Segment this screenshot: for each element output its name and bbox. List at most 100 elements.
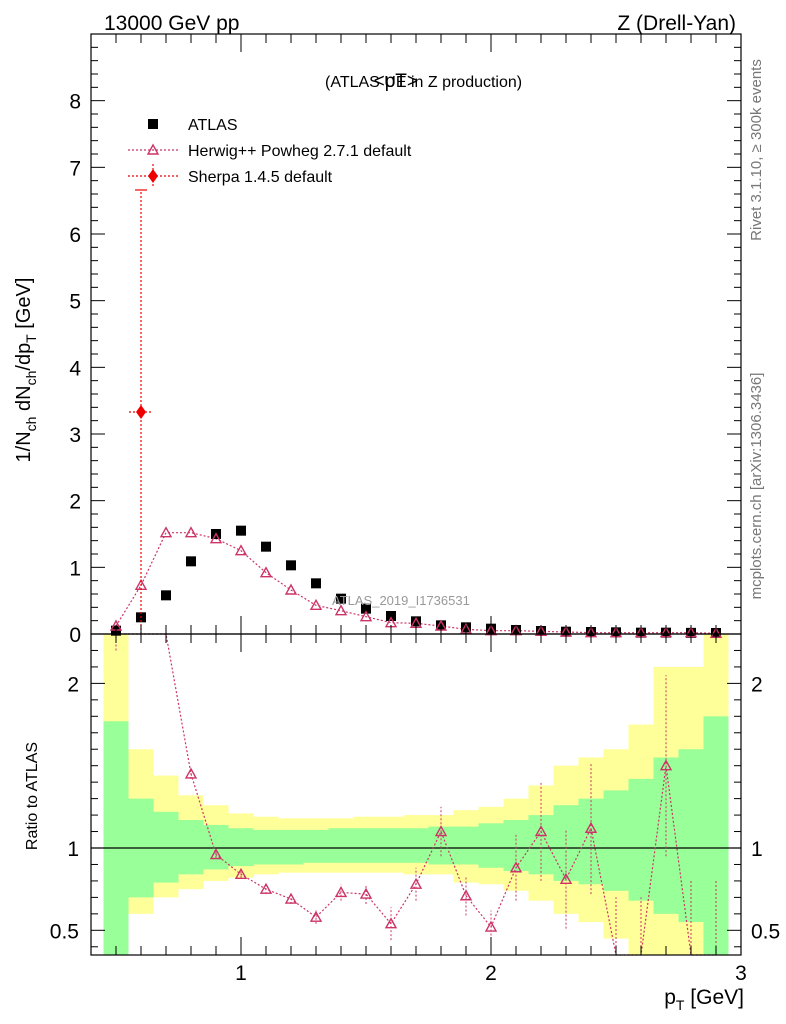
- herwig-point: [159, 526, 173, 538]
- ratio-y-tick-label-right: 2: [751, 673, 763, 696]
- herwig-ratio-point: [434, 825, 448, 837]
- atlas-point: [311, 578, 321, 589]
- x-axis-label: pT​ [GeV]: [664, 986, 744, 1013]
- herwig-ratio-point: [659, 759, 673, 771]
- herwig-ratio-point: [584, 821, 598, 833]
- plot-title: <pT>: [374, 71, 418, 92]
- y-tick-label: 0: [69, 624, 81, 647]
- main-marks: [109, 189, 723, 639]
- herwig-ratio-point: [209, 848, 223, 860]
- legend-herwig-marker: [146, 143, 160, 155]
- herwig-point: [259, 566, 273, 578]
- ratio-y-tick-label-left: 1: [67, 838, 79, 861]
- sherpa-point: [136, 405, 146, 419]
- axis-labels: 1/Nch​ dNch​/dpT​ [GeV] Ratio to ATLAS p…: [13, 278, 744, 1013]
- y-tick-label: 7: [69, 157, 81, 180]
- y-tick-label: 6: [69, 224, 81, 247]
- atlas-point: [186, 556, 196, 567]
- herwig-ratio-point: [259, 882, 273, 894]
- atlas-point: [386, 611, 396, 621]
- atlas-point: [161, 590, 171, 601]
- herwig-point: [209, 532, 223, 544]
- atlas-point: [361, 603, 371, 614]
- band-inner: [378, 828, 404, 863]
- band-inner: [153, 811, 179, 883]
- band-inner: [453, 826, 479, 865]
- header-left: 13000 GeV pp: [104, 12, 239, 35]
- side-labels: Rivet 3.1.10, ≥ 300k events mcplots.cern…: [748, 59, 765, 599]
- band-inner: [628, 778, 654, 901]
- herwig-ratio-point: [509, 861, 523, 873]
- band-inner: [678, 749, 704, 923]
- herwig-ratio-point: [234, 867, 248, 880]
- band-inner: [428, 826, 454, 865]
- legend-atlas-marker: [148, 119, 158, 129]
- y-tick-label: 1: [69, 557, 81, 580]
- plot-titles: <pT> (ATLAS UE in Z production) ATLAS_20…: [325, 71, 522, 608]
- band-inner: [328, 828, 354, 863]
- band-inner: [703, 716, 729, 955]
- y-tick-label: 4: [69, 357, 81, 380]
- band-inner: [478, 823, 504, 868]
- mcplots-label: mcplots.cern.ch [arXiv:1306.3436]: [748, 373, 765, 600]
- herwig-ratio-point: [534, 825, 548, 837]
- herwig-ratio-point: [359, 887, 373, 899]
- y-axis-label-ratio: Ratio to ATLAS: [24, 742, 41, 850]
- ratio-bands: [91, 634, 741, 955]
- herwig-ratio-point: [484, 920, 498, 932]
- y-tick-label: 8: [69, 91, 81, 114]
- header-right: Z (Drell-Yan): [617, 12, 736, 35]
- herwig-point: [309, 598, 323, 611]
- plot-subtitle: (ATLAS UE in Z production): [325, 74, 522, 91]
- band-inner: [103, 721, 129, 955]
- atlas-point: [286, 560, 296, 571]
- herwig-ratio-point: [184, 767, 198, 779]
- herwig-ratio-point: [409, 877, 423, 889]
- legend-label: Sherpa 1.4.5 default: [188, 169, 333, 186]
- rivet-label: Rivet 3.1.10, ≥ 300k events: [748, 59, 765, 241]
- atlas-point: [236, 525, 246, 536]
- header: 13000 GeV pp Z (Drell-Yan): [104, 12, 736, 35]
- herwig-ratio-point: [559, 872, 573, 884]
- legend-label: Herwig++ Powheg 2.7.1 default: [188, 143, 412, 160]
- x-tick-label: 1: [235, 962, 247, 985]
- herwig-ratio-point: [284, 892, 298, 904]
- band-inner: [403, 828, 429, 863]
- watermark: ATLAS_2019_I1736531: [332, 593, 470, 608]
- herwig-point: [184, 526, 198, 538]
- y-axis-label-main: 1/Nch​ dNch​/dpT​ [GeV]: [13, 278, 39, 463]
- herwig-ratio-point: [459, 889, 473, 901]
- ratio-y-tick-label-left: 2: [67, 673, 79, 696]
- ratio-y-tick-label-right: 1: [751, 838, 763, 861]
- y-tick-label: 3: [69, 424, 81, 447]
- y-tick-label: 5: [69, 291, 81, 314]
- herwig-ratio-point: [309, 910, 323, 922]
- legend-sherpa-marker: [148, 169, 158, 183]
- herwig-point: [359, 610, 373, 622]
- y-tick-label: 2: [69, 491, 81, 514]
- band-inner: [303, 829, 329, 863]
- ratio-y-tick-label-left: 0.5: [50, 920, 79, 943]
- ratio-y-tick-label-right: 0.5: [751, 920, 780, 943]
- band-inner: [203, 824, 229, 870]
- band-inner: [603, 790, 629, 891]
- band-inner: [353, 828, 379, 863]
- herwig-ratio-point: [384, 917, 398, 929]
- legend-label: ATLAS: [188, 117, 238, 134]
- herwig-point: [234, 544, 248, 556]
- atlas-point: [261, 541, 271, 552]
- herwig-ratio-point: [334, 886, 348, 898]
- band-inner: [178, 820, 204, 875]
- herwig-point: [284, 583, 298, 595]
- band-inner: [278, 829, 304, 865]
- band-inner: [228, 828, 254, 867]
- x-tick-label: 2: [485, 962, 497, 985]
- atlas-point: [336, 593, 346, 604]
- x-tick-label: 3: [735, 962, 747, 985]
- herwig-point: [334, 604, 348, 616]
- band-inner: [253, 829, 279, 865]
- atlas-point: [411, 616, 421, 627]
- legend: ATLAS Herwig++ Powheg 2.7.1 default Sherpa…: [128, 117, 412, 188]
